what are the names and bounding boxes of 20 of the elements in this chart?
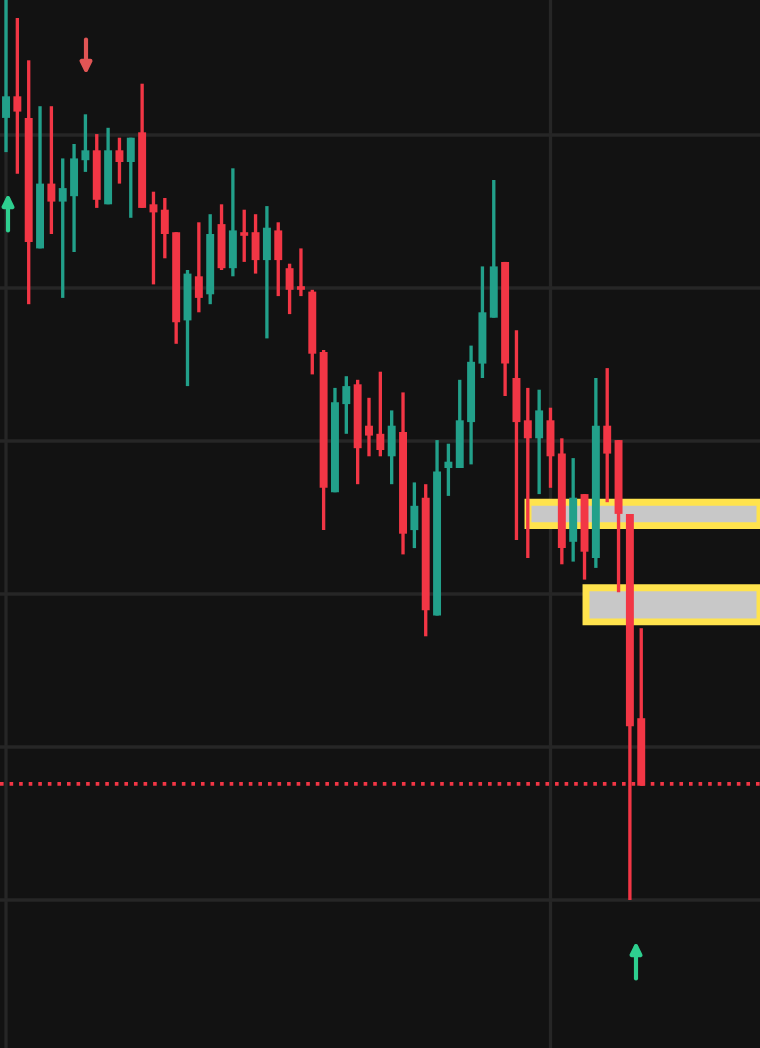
candlestick [240, 208, 249, 264]
candlestick [512, 328, 521, 542]
candlestick [603, 366, 612, 504]
candlestick [523, 386, 532, 560]
candlestick [47, 104, 56, 236]
candlestick [126, 136, 135, 220]
candlestick [217, 202, 226, 272]
candlestick [115, 136, 124, 186]
candlestick [262, 204, 271, 341]
candlestick [194, 220, 203, 314]
candlestick [535, 388, 544, 496]
candlestick [387, 408, 396, 486]
candlestick [13, 16, 22, 176]
candlestick [569, 456, 578, 564]
candlestick [274, 220, 283, 298]
candlestick [251, 212, 260, 276]
candlestick [2, 0, 10, 154]
candlestick [228, 166, 237, 278]
candlestick [444, 442, 453, 498]
candlestick [410, 480, 419, 550]
